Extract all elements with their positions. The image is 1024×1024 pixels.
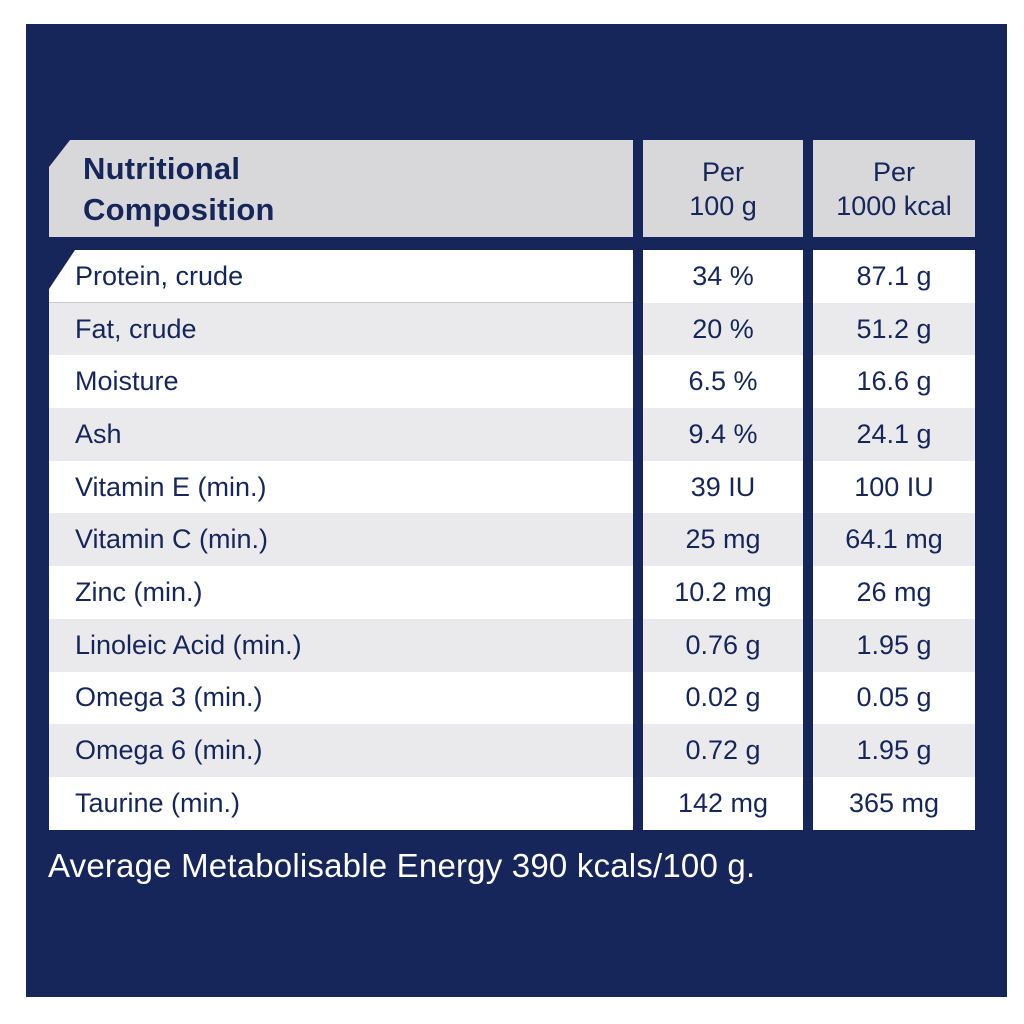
column-header-per-1000kcal: Per 1000 kcal (813, 140, 975, 237)
row-value-per-100g: 0.02 g (643, 671, 803, 725)
column-header-per-100g-line1: Per (701, 156, 745, 187)
table-title-line1: Nutritional (83, 150, 241, 186)
table-title-line2: Composition (83, 191, 275, 227)
table-header: Nutritional Composition Per 100 g Per 10… (49, 140, 975, 237)
row-value-per-100g: 39 IU (643, 460, 803, 514)
column-header-per-1000kcal-line1: Per (872, 156, 916, 187)
table-body: Protein, crude 34 % 87.1 g Fat, crude 20 % 51… (49, 250, 975, 830)
row-value-per-1000kcal: 51.2 g (813, 302, 975, 356)
row-label: Ash (49, 408, 633, 461)
row-label: Taurine (min.) (49, 776, 633, 830)
row-label: Fat, crude (49, 302, 633, 356)
row-label: Moisture (49, 355, 633, 409)
row-label: Vitamin C (min.) (49, 513, 633, 567)
row-value-per-1000kcal: 24.1 g (813, 408, 975, 461)
row-value-per-1000kcal: 1.95 g (813, 618, 975, 672)
column-header-per-100g-line2: 100 g (689, 190, 757, 221)
energy-note: Average Metabolisable Energy 390 kcals/1… (48, 847, 756, 884)
table-title: Nutritional Composition (49, 140, 633, 237)
row-value-per-100g: 6.5 % (643, 355, 803, 409)
row-value-per-1000kcal: 100 IU (813, 460, 975, 514)
row-value-per-100g: 25 mg (643, 513, 803, 567)
row-label: Zinc (min.) (49, 566, 633, 619)
row-label: Linoleic Acid (min.) (49, 618, 633, 672)
row-value-per-1000kcal: 1.95 g (813, 724, 975, 777)
row-value-per-1000kcal: 26 mg (813, 566, 975, 619)
row-value-per-1000kcal: 87.1 g (813, 250, 975, 303)
row-label: Protein, crude (49, 250, 633, 303)
row-value-per-100g: 0.76 g (643, 618, 803, 672)
row-value-per-100g: 34 % (643, 250, 803, 303)
row-label: Omega 3 (min.) (49, 671, 633, 725)
row-value-per-100g: 9.4 % (643, 408, 803, 461)
nutrition-panel: Nutritional Composition Per 100 g Per 10… (26, 24, 1007, 997)
column-header-per-100g: Per 100 g (643, 140, 803, 237)
row-value-per-1000kcal: 16.6 g (813, 355, 975, 409)
row-value-per-1000kcal: 365 mg (813, 776, 975, 830)
row-value-per-1000kcal: 64.1 mg (813, 513, 975, 567)
row-label: Omega 6 (min.) (49, 724, 633, 777)
row-value-per-100g: 10.2 mg (643, 566, 803, 619)
row-value-per-100g: 0.72 g (643, 724, 803, 777)
row-label: Vitamin E (min.) (49, 460, 633, 514)
row-value-per-100g: 20 % (643, 302, 803, 356)
row-value-per-1000kcal: 0.05 g (813, 671, 975, 725)
row-value-per-100g: 142 mg (643, 776, 803, 830)
nutrition-table: Nutritional Composition Per 100 g Per 10… (49, 140, 975, 830)
column-header-per-1000kcal-line2: 1000 kcal (836, 190, 952, 221)
